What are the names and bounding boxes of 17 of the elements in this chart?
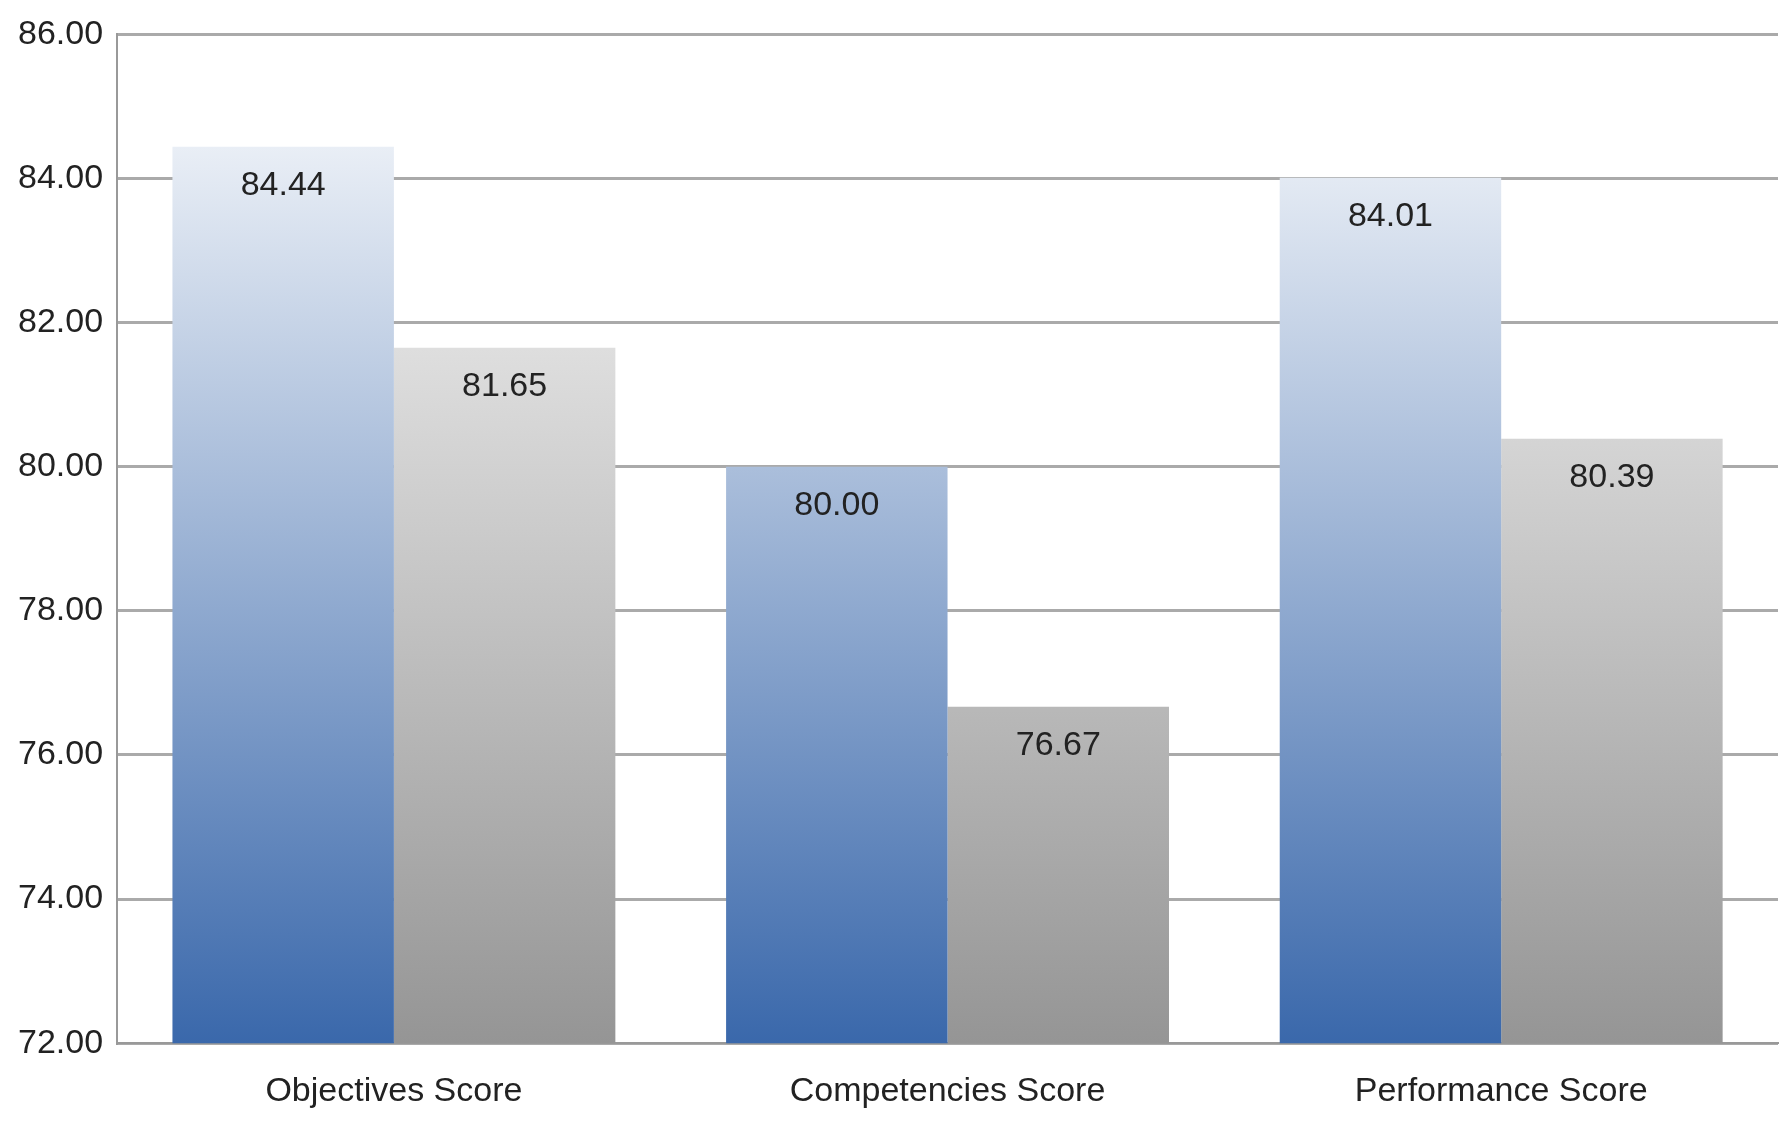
y-tick-label: 86.00 [17,12,104,51]
y-tick-label: 76.00 [17,733,104,772]
y-tick-label: 78.00 [17,589,104,628]
y-tick-label: 84.00 [17,156,104,195]
y-tick-label: 74.00 [17,877,104,916]
y-tick-label: 80.00 [17,445,104,484]
x-tick-label: Performance Score [1354,1069,1648,1108]
x-tick-label: Objectives Score [265,1069,523,1108]
data-label: 76.67 [1015,724,1101,763]
y-tick-label: 72.00 [17,1021,104,1060]
data-label: 80.00 [794,484,880,523]
data-label: 84.44 [240,164,326,203]
x-tick-label: Competencies Score [789,1069,1106,1108]
data-label: 80.39 [1569,456,1655,495]
y-tick-label: 82.00 [17,301,104,339]
data-label: 84.01 [1347,195,1433,234]
data-label: 81.65 [462,365,548,404]
